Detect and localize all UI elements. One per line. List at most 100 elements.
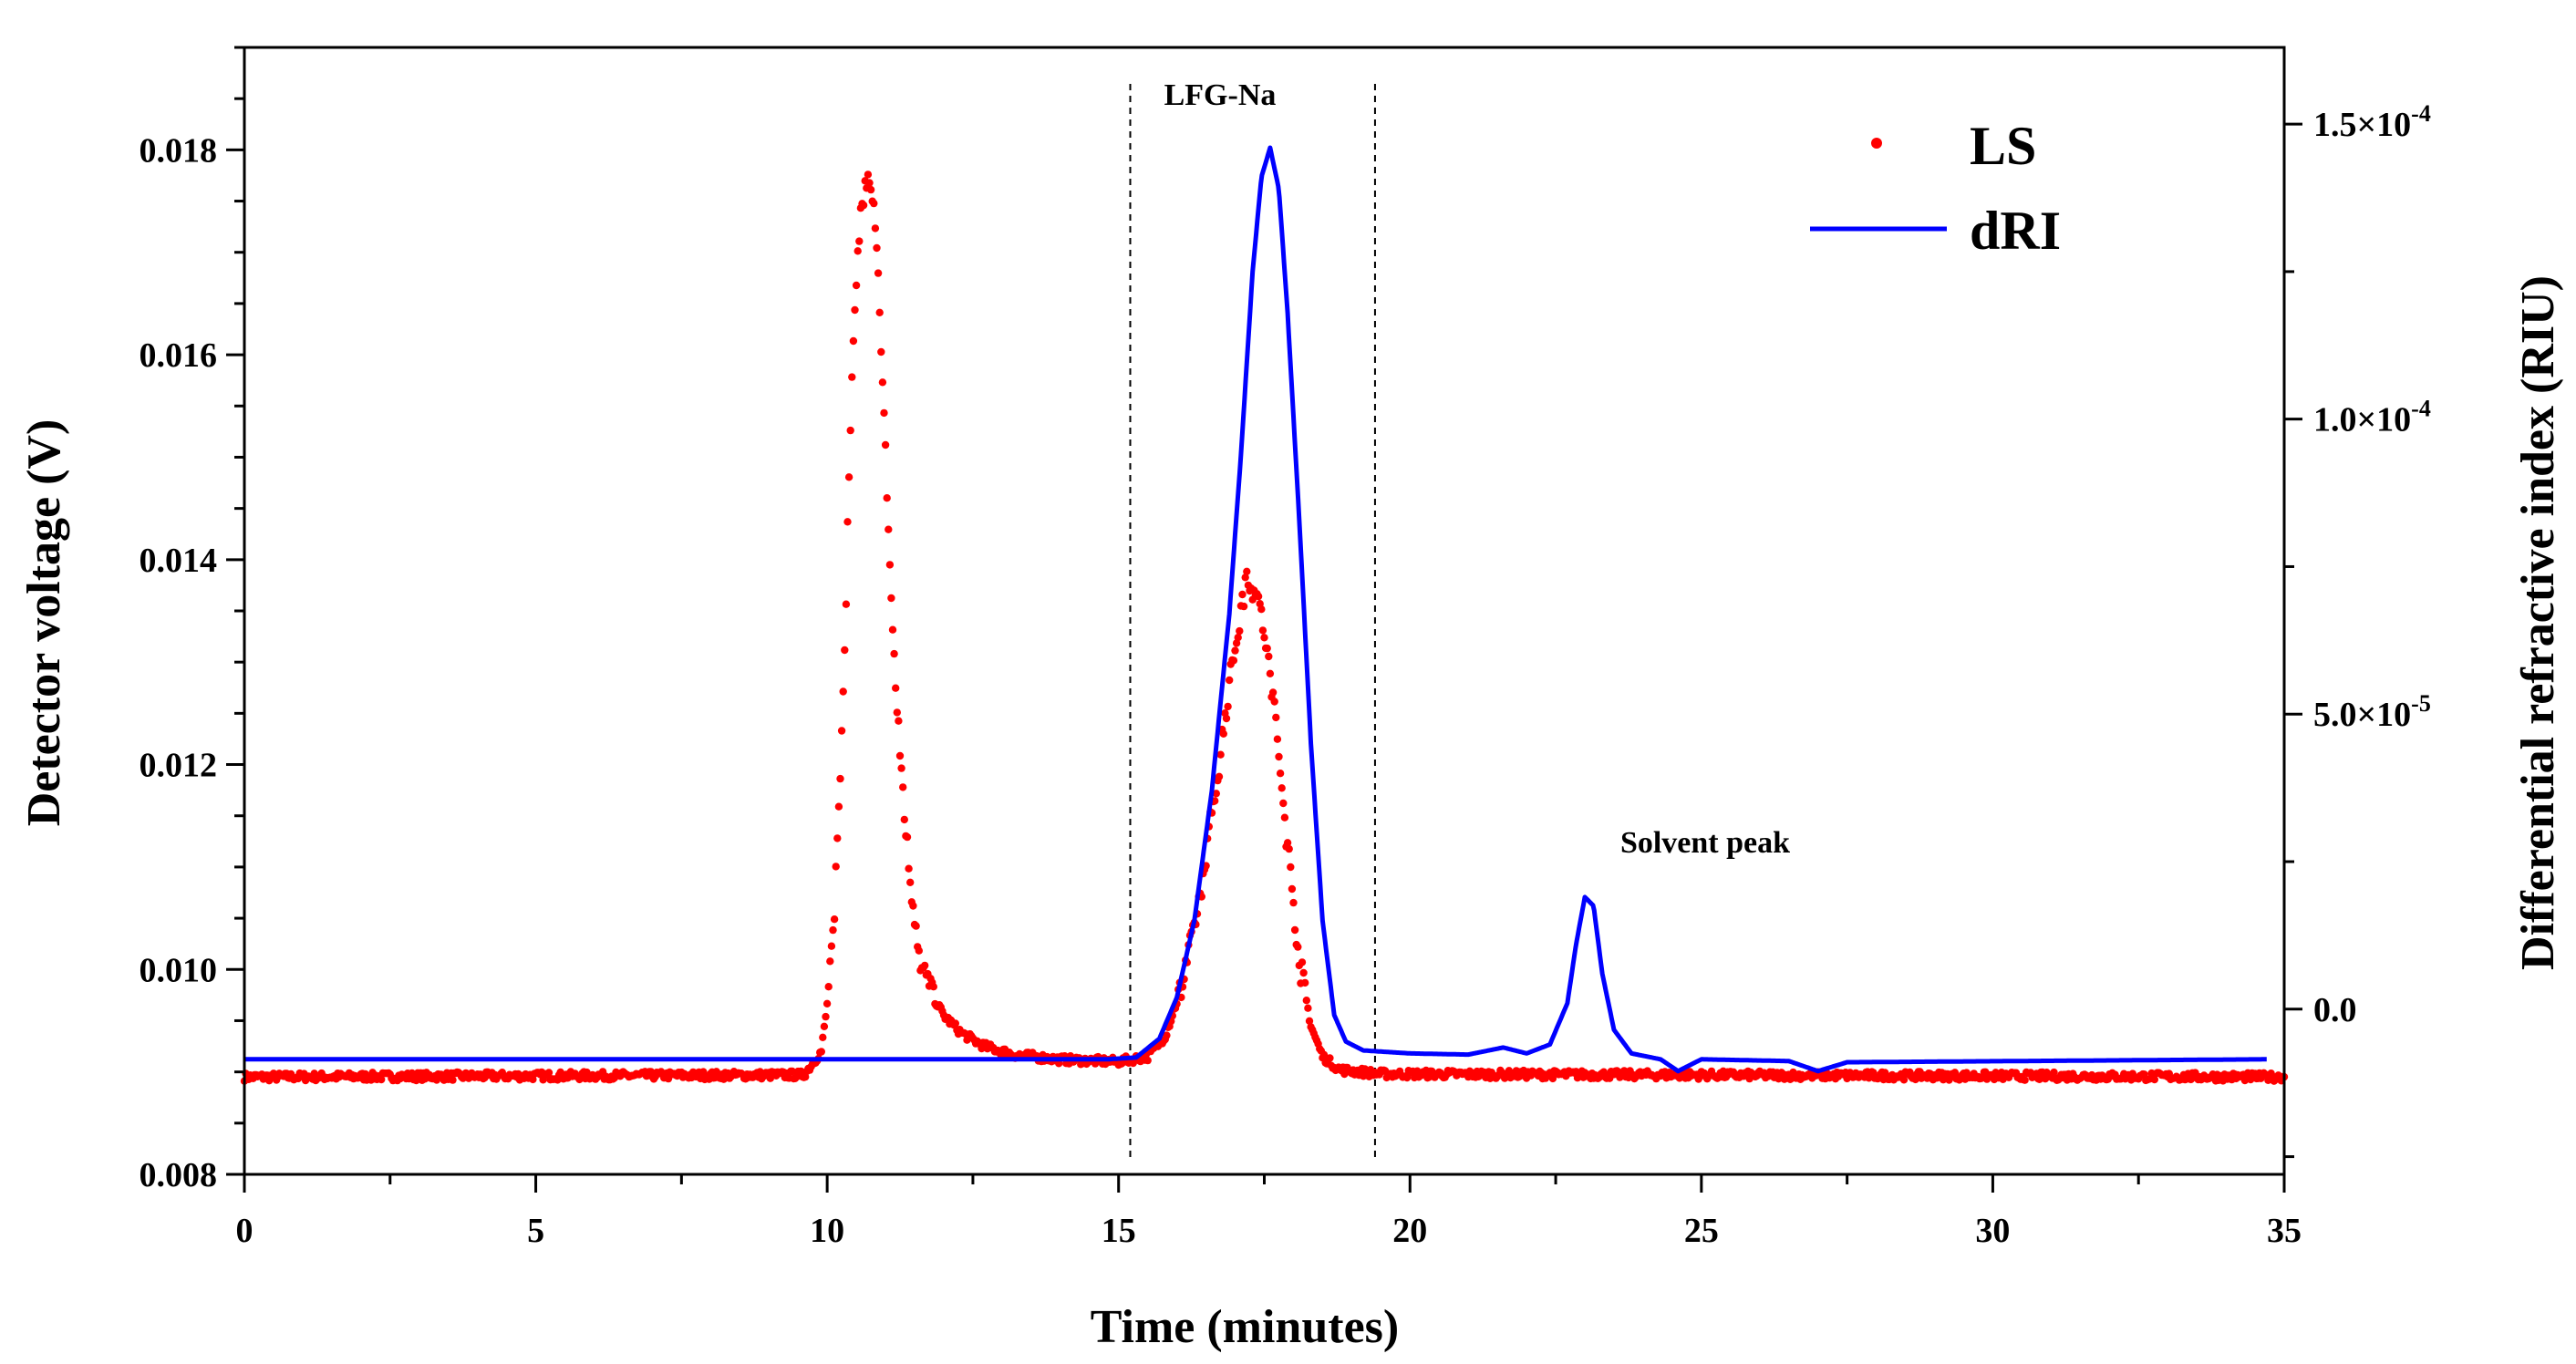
- ls-point: [1288, 884, 1297, 894]
- ls-point: [921, 961, 929, 970]
- ls-point: [1260, 634, 1268, 642]
- ls-point: [1239, 602, 1248, 611]
- ls-point: [912, 922, 920, 930]
- series-dri-line: [243, 145, 2268, 1074]
- ls-point: [846, 426, 854, 435]
- ls-point: [890, 649, 898, 658]
- axis-tick-labels: 0 5 10 15 20 25 30 35 0.008 0.010 0.012 0.014 0.016 0…: [140, 100, 2431, 1250]
- ls-point: [529, 1075, 537, 1084]
- y2-tick-label: 1.5×10-4: [2313, 100, 2431, 144]
- legend-ls-marker: [1871, 138, 1882, 149]
- ls-point: [1301, 978, 1309, 987]
- ls-point: [1215, 772, 1224, 780]
- ls-point: [852, 281, 861, 290]
- ls-point: [1212, 790, 1221, 798]
- ls-point: [915, 946, 923, 955]
- ls-point: [826, 957, 834, 966]
- ls-point: [832, 863, 840, 871]
- y2-tick-label: 1.0×10-4: [2313, 396, 2431, 439]
- ls-point: [909, 902, 917, 910]
- ls-point: [1216, 750, 1225, 759]
- ls-point: [824, 983, 833, 991]
- ls-point: [906, 878, 915, 886]
- ls-point: [822, 999, 832, 1008]
- ls-point: [883, 494, 891, 502]
- x-tick-label: 15: [1102, 1212, 1136, 1250]
- ls-point: [865, 179, 874, 187]
- ls-point: [2150, 1075, 2158, 1084]
- x-tick-label: 20: [1392, 1212, 1427, 1250]
- ls-point: [556, 1068, 564, 1077]
- ls-point: [885, 561, 895, 569]
- legend-dri-label: dRI: [1970, 201, 2061, 261]
- x-axis-title: Time (minutes): [1091, 1301, 1399, 1353]
- series-ls-points: [240, 170, 2289, 1085]
- ls-point: [1899, 1076, 1909, 1084]
- ls-point: [788, 1067, 796, 1076]
- ls-point: [1272, 713, 1280, 722]
- ls-point: [905, 864, 913, 873]
- ls-point: [1236, 626, 1244, 636]
- ls-point: [836, 774, 844, 783]
- y-tick-label: 0.018: [140, 131, 218, 170]
- ls-point: [1238, 590, 1247, 599]
- ls-point: [1279, 799, 1288, 808]
- dri-curve: [243, 145, 2268, 1074]
- ls-point: [1163, 1031, 1171, 1039]
- ls-point: [827, 942, 836, 950]
- ls-point: [849, 336, 858, 346]
- ls-point: [842, 600, 851, 608]
- y-tick-label: 0.012: [140, 747, 218, 785]
- ls-point: [878, 378, 887, 387]
- ls-point: [1222, 714, 1231, 723]
- ls-point: [544, 1069, 553, 1077]
- ls-point: [929, 983, 937, 991]
- ls-point: [449, 1076, 457, 1084]
- ls-point: [2035, 1075, 2043, 1084]
- ls-point: [833, 834, 842, 842]
- ls-point: [830, 915, 839, 924]
- ls-point: [875, 308, 884, 316]
- ls-point: [1299, 968, 1308, 977]
- ls-point: [1298, 958, 1307, 966]
- ls-point: [820, 1022, 829, 1031]
- ls-point: [1241, 574, 1249, 582]
- ls-point: [848, 373, 856, 381]
- ls-point: [1290, 925, 1299, 935]
- y-tick-label: 0.008: [140, 1156, 218, 1194]
- ls-point: [1254, 592, 1263, 601]
- ls-point: [2021, 1076, 2029, 1084]
- ls-point: [859, 201, 868, 210]
- ls-point: [839, 687, 847, 696]
- ls-point: [851, 305, 859, 315]
- ls-point: [873, 243, 881, 253]
- y-axis-title: Detector voltage (V): [18, 419, 70, 827]
- ls-point: [1302, 997, 1311, 1005]
- ls-point: [2187, 1075, 2195, 1084]
- ls-point: [1257, 605, 1266, 614]
- ls-point: [871, 224, 880, 232]
- ls-point: [1283, 839, 1292, 847]
- ls-point: [895, 717, 903, 725]
- x-tick-label: 25: [1684, 1212, 1719, 1250]
- ls-point: [870, 199, 878, 208]
- ls-point: [841, 646, 849, 655]
- ls-point: [1278, 784, 1286, 792]
- ls-point: [864, 170, 873, 179]
- ls-point: [822, 1012, 830, 1021]
- y2-tick-label: 0.0: [2313, 991, 2357, 1029]
- y2-axis-title: Differential refractive index (RIU): [2512, 275, 2564, 970]
- ls-point: [1219, 729, 1228, 738]
- ls-point: [1229, 656, 1238, 665]
- ls-point: [874, 269, 883, 277]
- x-tick-label: 0: [236, 1212, 253, 1250]
- ls-point: [834, 802, 843, 811]
- ls-point: [1268, 688, 1278, 697]
- ls-point: [1548, 1074, 1557, 1083]
- ls-point: [855, 237, 864, 245]
- ls-point: [892, 684, 900, 692]
- ls-point: [1263, 644, 1271, 653]
- ls-point: [853, 247, 862, 255]
- ls-point: [1287, 863, 1295, 872]
